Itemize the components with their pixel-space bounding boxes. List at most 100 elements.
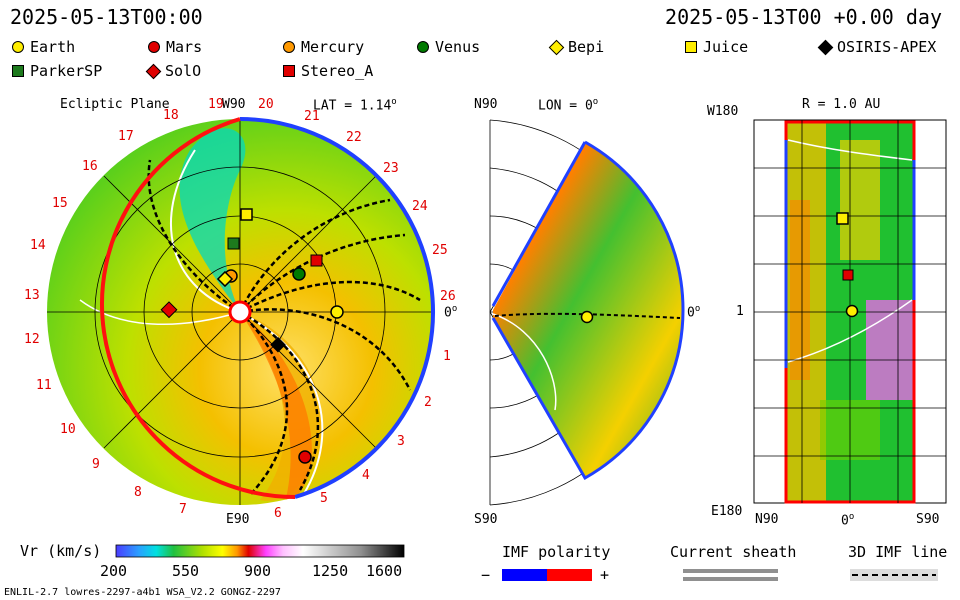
carrington-label: 9 — [92, 457, 100, 472]
carrington-label: 21 — [304, 109, 320, 124]
radial-mid-left-label: 1 — [736, 304, 744, 319]
legend-item-juice: Juice — [685, 38, 748, 56]
current-sheath-swatch — [683, 569, 778, 573]
radial-top-left-label: W180 — [707, 104, 739, 119]
imf-line — [239, 308, 412, 391]
radial-xlabel-right: S90 — [916, 512, 940, 527]
mars-marker-icon — [298, 450, 312, 464]
imf-line — [147, 159, 241, 314]
bepi-marker-icon — [216, 270, 234, 288]
meridional-top-label: N90 — [474, 97, 498, 112]
imf-line — [239, 311, 289, 496]
degree-sup: o — [694, 304, 701, 314]
carrington-label: 7 — [179, 502, 187, 517]
current-sheath-curve — [492, 313, 557, 411]
legend-item-earth: Earth — [12, 38, 75, 56]
meridional-right-label: 0o — [687, 304, 700, 320]
venus-marker-icon — [417, 41, 429, 53]
ecliptic-panel — [47, 117, 435, 505]
radial-band — [790, 200, 810, 380]
carrington-label: 10 — [60, 422, 76, 437]
imf-plus-label: + — [600, 566, 610, 584]
rim-polarity-negative — [239, 117, 435, 499]
carrington-label: 22 — [346, 130, 362, 145]
radial-band — [866, 300, 914, 400]
legend-label: Juice — [703, 38, 749, 56]
carrington-label: 24 — [412, 199, 428, 214]
juice-marker-icon — [240, 208, 253, 221]
juice-marker-icon — [836, 212, 849, 225]
degree-sup: o — [848, 512, 855, 522]
imf-line — [239, 310, 320, 491]
imf-minus-label: − — [481, 566, 491, 584]
earth-marker-icon — [330, 305, 344, 319]
degree-sup: o — [391, 97, 397, 107]
legend-label: Bepi — [568, 38, 605, 56]
radial-xlabel-mid: 0o — [841, 512, 854, 528]
ecliptic-bottom-label: E90 — [226, 512, 250, 527]
ecliptic-title: Ecliptic Plane — [60, 97, 170, 112]
ecliptic-top-label: W90 — [222, 97, 246, 112]
legend-item-mars: Mars — [148, 38, 202, 56]
legend-item-solo: SolO — [145, 62, 202, 80]
earth-marker-icon — [845, 304, 859, 318]
colorbar-tick: 550 — [172, 562, 200, 580]
datetime-right: 2025-05-13T00 +0.00 day — [665, 5, 942, 29]
right-value: 0 — [444, 305, 452, 321]
lon-value: LON = 0 — [538, 98, 593, 114]
legend-item-mercury: Mercury — [283, 38, 364, 56]
sun-icon — [228, 300, 252, 324]
datetime-left: 2025-05-13T00:00 — [10, 5, 203, 29]
legend-label: SolO — [165, 62, 202, 80]
radial-band — [840, 140, 880, 260]
legend-label: Venus — [435, 38, 481, 56]
osiris-apex-marker-icon — [270, 336, 286, 353]
carrington-label: 19 — [208, 97, 224, 112]
meridional-lon-label: LON = 0o — [538, 97, 598, 113]
legend-label: Mars — [166, 38, 203, 56]
imf-line — [239, 280, 421, 314]
legend-label: OSIRIS-APEX — [837, 38, 937, 56]
stereo-a-marker-icon — [842, 269, 854, 281]
legend-label: Mercury — [301, 38, 365, 56]
carrington-label: 20 — [258, 97, 274, 112]
wedge-edge-negative — [491, 141, 587, 307]
xlabel-mid-value: 0 — [841, 513, 849, 529]
imf-negative-swatch — [502, 569, 547, 581]
stereo-a-marker-icon — [310, 254, 323, 267]
carrington-label: 8 — [134, 485, 142, 500]
stereo-a-marker-icon — [283, 65, 295, 77]
imf-line — [494, 312, 681, 319]
radial-r-label: R = 1.0 AU — [802, 97, 881, 112]
radial-xlabel-left: N90 — [755, 512, 779, 527]
carrington-label: 23 — [383, 161, 399, 176]
carrington-label: 11 — [36, 378, 52, 393]
legend-item-bepi: Bepi — [548, 38, 605, 56]
juice-marker-icon — [685, 41, 697, 53]
carrington-label: 6 — [274, 506, 282, 521]
carrington-label: 4 — [362, 468, 370, 483]
earth-marker-icon — [580, 310, 594, 324]
colorbar-tick: 200 — [100, 562, 128, 580]
carrington-label: 12 — [24, 332, 40, 347]
legend-item-osiris: OSIRIS-APEX — [817, 38, 937, 56]
imf-line — [238, 198, 391, 313]
carrington-label: 3 — [397, 434, 405, 449]
legend-item-parkersp: ParkerSP — [12, 62, 102, 80]
colorbar-tick: 900 — [244, 562, 272, 580]
right-value: 0 — [687, 305, 695, 321]
radial-bottom-left-label: E180 — [711, 504, 743, 519]
legend-label: Earth — [30, 38, 76, 56]
earth-marker-icon — [12, 41, 24, 53]
colorbar-tick: 1250 — [312, 562, 349, 580]
compression-region — [240, 312, 312, 503]
lat-value: LAT = 1.14 — [313, 98, 392, 114]
colorbar-label: Vr (km/s) — [20, 542, 102, 560]
carrington-label: 17 — [118, 129, 134, 144]
carrington-label: 16 — [82, 159, 98, 174]
carrington-label: 13 — [24, 288, 40, 303]
carrington-label: 15 — [52, 196, 68, 211]
current-sheath-swatch — [683, 577, 778, 581]
imf-positive-swatch — [547, 569, 592, 581]
